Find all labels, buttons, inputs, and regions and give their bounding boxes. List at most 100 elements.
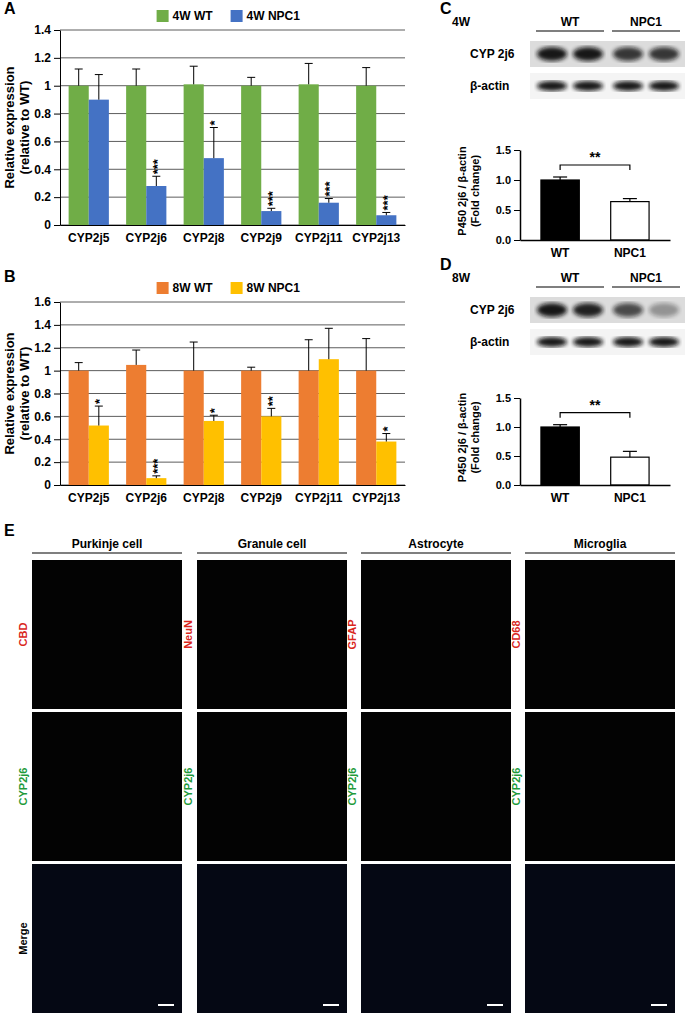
tick-label: CYP2j13: [352, 491, 400, 505]
scale-bar: [651, 1004, 667, 1006]
plot-area: [69, 63, 397, 225]
blot-band: [573, 47, 603, 61]
axis-line: [520, 399, 522, 486]
error-bar: [132, 350, 140, 365]
column-rule: [525, 552, 675, 553]
tick-label: CYP2j8: [183, 231, 225, 245]
error-cap: [75, 362, 83, 363]
significance: *: [92, 398, 107, 404]
tick: 1.4: [34, 23, 60, 37]
tick-mark: [54, 462, 60, 463]
blot-row-label: CYP 2j6: [470, 47, 515, 61]
tick: 0.4: [34, 433, 60, 447]
grid-line: [60, 30, 405, 31]
bar: [611, 457, 649, 485]
tick-label: CYP2j6: [126, 491, 168, 505]
significance: **: [590, 149, 601, 165]
significance: *: [380, 426, 395, 432]
error-bar: [75, 363, 83, 371]
legend-label: 4W WT: [173, 9, 214, 23]
tick-label: 0.8: [34, 387, 51, 401]
error-line: [193, 66, 194, 84]
tick: 1.4: [34, 318, 60, 332]
micrograph: [32, 560, 182, 709]
tick-label: CYP2j11: [295, 491, 343, 505]
chart: *************00.20.40.60.811.21.4CYP2j5C…: [2, 9, 406, 245]
tick: CYP2j8: [183, 485, 225, 505]
significance: ***: [380, 194, 395, 210]
axis-line: [60, 31, 61, 226]
tick-label: 1.6: [34, 295, 51, 309]
error-line: [136, 350, 137, 365]
tick: WT: [551, 485, 570, 505]
error-cap: [152, 475, 160, 476]
tick-label: 1.0: [496, 421, 511, 433]
error-line: [328, 199, 329, 203]
significance-bracket: [560, 413, 630, 418]
tick-label: WT: [551, 491, 570, 505]
error-bar: [553, 177, 567, 180]
blot-band: [649, 47, 679, 61]
error-bar: [190, 342, 198, 371]
tick: 1: [44, 79, 60, 93]
x-axis: CYP2j5CYP2j6CYP2j8CYP2j9CYP2j11CYP2j13: [61, 485, 406, 505]
bar: [89, 100, 109, 225]
error-bar: [623, 199, 637, 202]
error-line: [98, 75, 99, 100]
micrograph: [32, 712, 182, 861]
y-axis: 0.00.51.01.5: [496, 144, 521, 246]
blot: 8WWTNPC1CYP 2j6β-actin: [452, 271, 685, 355]
tick: 1.2: [34, 341, 60, 355]
stain-label: CYP2j6: [182, 768, 194, 806]
error-bar: [75, 69, 83, 86]
legend-swatch: [231, 10, 243, 22]
blot-strip: [530, 41, 685, 67]
tick: 0: [44, 478, 60, 492]
tick: 0.0: [496, 234, 520, 246]
error-cap: [382, 433, 390, 434]
bar: [261, 211, 281, 225]
error-bar: [132, 69, 140, 86]
chart: 8WWTNPC1CYP 2j6β-actin**0.00.51.01.5WTNP…: [452, 271, 685, 505]
bar: [126, 365, 146, 485]
error-cap: [95, 406, 103, 407]
tick-mark: [54, 225, 60, 226]
bar: [319, 203, 339, 225]
tick-label: CYP2j6: [126, 231, 168, 245]
error-bar: [210, 415, 218, 421]
x-axis: WTNPC1: [521, 240, 671, 260]
legend-label: 4W NPC1: [247, 9, 301, 23]
y-axis-title: P450 2j6 / β-actin(Fold change): [456, 146, 481, 236]
error-line: [271, 408, 272, 416]
legend-item: 4W WT: [157, 9, 214, 23]
grid-line: [60, 393, 405, 394]
tick: CYP2j5: [68, 485, 110, 505]
tick-label: 1.5: [496, 144, 511, 156]
significance: ***: [150, 458, 165, 474]
error-line: [308, 340, 309, 371]
micrograph: [361, 560, 511, 709]
tick-label: 1.5: [496, 392, 511, 404]
significance: ***: [322, 180, 337, 196]
tick-mark: [514, 240, 520, 241]
group-line: [612, 286, 680, 287]
bar: [376, 442, 396, 485]
tick-label: CYP2j11: [295, 231, 343, 245]
legend-label: 8W WT: [173, 281, 214, 295]
error-line: [193, 342, 194, 371]
tick-label: CYP2j5: [68, 491, 110, 505]
bar: [541, 427, 579, 485]
error-cap: [623, 451, 637, 452]
tick-label: 0.6: [34, 135, 51, 149]
micrograph: [32, 864, 182, 1013]
grid-line: [60, 85, 405, 86]
blot-row-label: CYP 2j6: [470, 303, 515, 317]
grid-line: [60, 485, 405, 486]
column-title: Purkinje cell: [72, 537, 143, 551]
column-title: Astrocyte: [408, 537, 464, 551]
bar: [541, 180, 579, 240]
bar: [204, 158, 224, 225]
blot-band: [613, 47, 643, 61]
y-axis-title: Relative expression(relative to WT): [2, 66, 32, 188]
tick-label: 0: [44, 218, 51, 232]
